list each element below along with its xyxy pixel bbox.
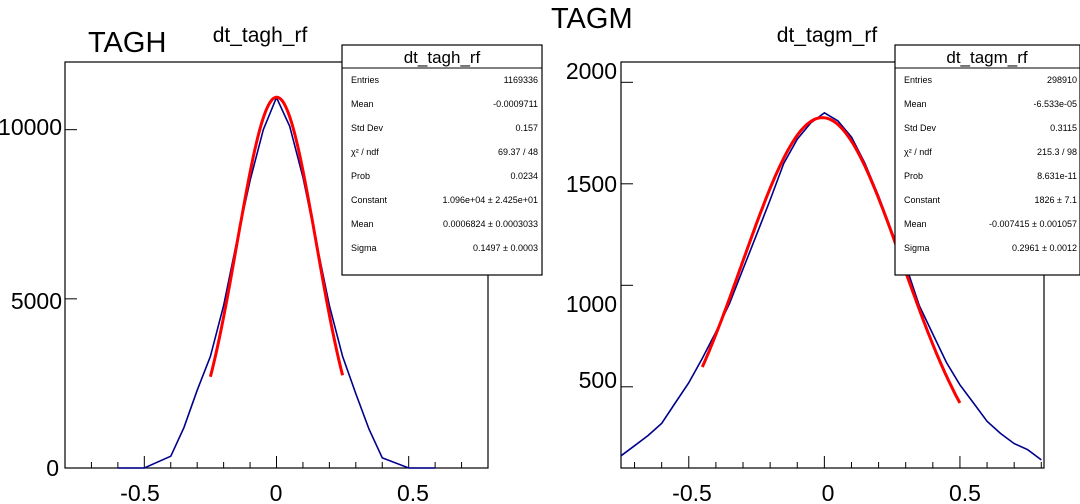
- tagh-panel: TAGH dt_tagh_rf -0.5 0 0.5 0 5000 10000 …: [0, 24, 543, 504]
- tagh-x-tick-label: 0: [270, 480, 283, 504]
- tagh-stats-row-value: 0.1497 ± 0.0003: [473, 243, 538, 253]
- tagm-stats-row-value: 8.631e-11: [1037, 171, 1077, 181]
- tagm-y-tick-label: 2000: [566, 58, 617, 84]
- tagh-y-tick-label: 0: [46, 455, 59, 481]
- tagm-x-tick-label: -0.5: [672, 480, 712, 504]
- tagm-panel-label: TAGM: [551, 3, 633, 35]
- tagh-stats-row-name: χ² / ndf: [351, 147, 379, 157]
- tagh-stats-row-value: 1169336: [504, 75, 538, 85]
- tagh-stats-row-value: 1.096e+04 ± 2.425e+01: [442, 195, 538, 205]
- tagh-stats-box-frame: [341, 44, 543, 276]
- tagm-stats-row-value: 1826 ± 7.1: [1035, 195, 1077, 205]
- tagm-histogram-title: dt_tagm_rf: [777, 24, 878, 47]
- tagm-stats-row-value: 0.2961 ± 0.0012: [1012, 243, 1077, 253]
- tagh-y-tick-label: 10000: [0, 114, 62, 140]
- tagh-stats-rows: Entries 1169336 Mean -0.0009711 Std Dev 0.157…: [351, 75, 538, 253]
- tagh-stats-row-name: Std Dev: [351, 123, 384, 133]
- tagh-stats-row-value: 69.37 / 48: [498, 147, 538, 157]
- tagh-y-axis: [65, 129, 77, 469]
- tagm-stats-row-name: Prob: [904, 171, 923, 181]
- tagh-x-axis: [64, 456, 489, 468]
- tagh-histogram-title: dt_tagh_rf: [213, 24, 308, 47]
- tagh-x-tick-label: 0.5: [397, 480, 429, 504]
- tagh-stats-row-value: 0.0234: [510, 171, 538, 181]
- tagm-stats-row-name: Constant: [904, 195, 941, 205]
- tagh-stats-row-name: Mean: [351, 99, 374, 109]
- tagm-stats-box-title: dt_tagm_rf: [946, 48, 1028, 67]
- tagm-stats-box: dt_tagm_rf Entries 298910 Mean -6.533e-05 St…: [894, 44, 1080, 276]
- tagm-stats-row-value: 215.3 / 98: [1037, 147, 1077, 157]
- tagh-stats-row-value: -0.0009711: [493, 99, 538, 109]
- tagm-gaussian-fit-curve: [700, 116, 962, 404]
- tagh-y-tick-label: 5000: [11, 288, 62, 314]
- tagm-stats-row-value: -6.533e-05: [1033, 99, 1077, 109]
- tagh-stats-row-name: Mean: [351, 219, 374, 229]
- tagm-stats-row-name: Mean: [904, 219, 927, 229]
- tagh-stats-row-value: 0.157: [515, 123, 538, 133]
- tagm-stats-rows: Entries 298910 Mean -6.533e-05 Std Dev 0.3115…: [904, 75, 1077, 253]
- tagm-stats-row-value: -0.007415 ± 0.001057: [989, 219, 1077, 229]
- tagh-stats-row-name: Constant: [351, 195, 388, 205]
- tagm-y-tick-label: 1000: [566, 291, 617, 317]
- tagm-y-tick-label: 500: [579, 367, 617, 393]
- tagm-stats-row-name: Mean: [904, 99, 927, 109]
- tagh-stats-row-name: Sigma: [351, 243, 377, 253]
- tagh-stats-row-name: Prob: [351, 171, 370, 181]
- tagm-stats-box-frame: [894, 44, 1080, 276]
- tagh-gaussian-fit-curve: [208, 95, 345, 378]
- tagh-panel-label: TAGH: [88, 27, 166, 59]
- tagm-x-tick-label: 0: [822, 480, 835, 504]
- tagm-stats-row-name: Sigma: [904, 243, 930, 253]
- tagm-histogram-series: [620, 111, 1042, 461]
- tagh-stats-box-title: dt_tagh_rf: [404, 48, 481, 67]
- tagm-y-tick-label: 1500: [566, 171, 617, 197]
- tagh-stats-row-name: Entries: [351, 75, 380, 85]
- tagm-x-axis: [634, 456, 1042, 468]
- tagh-stats-box: dt_tagh_rf Entries 1169336 Mean -0.0009711 S…: [341, 44, 543, 276]
- tagm-stats-row-name: Entries: [904, 75, 933, 85]
- tagm-stats-row-name: Std Dev: [904, 123, 937, 133]
- tagh-stats-row-value: 0.0006824 ± 0.0003033: [443, 219, 538, 229]
- tagm-stats-row-value: 0.3115: [1050, 123, 1077, 133]
- tagm-panel: TAGM dt_tagm_rf -0.5 0 0.5 500 1000 1500…: [551, 3, 1080, 504]
- tagm-x-tick-label: 0.5: [949, 480, 981, 504]
- tagm-stats-row-name: χ² / ndf: [904, 147, 932, 157]
- tagm-y-axis: [621, 81, 633, 388]
- tagh-x-tick-label: -0.5: [120, 480, 160, 504]
- tagm-stats-row-value: 298910: [1047, 75, 1077, 85]
